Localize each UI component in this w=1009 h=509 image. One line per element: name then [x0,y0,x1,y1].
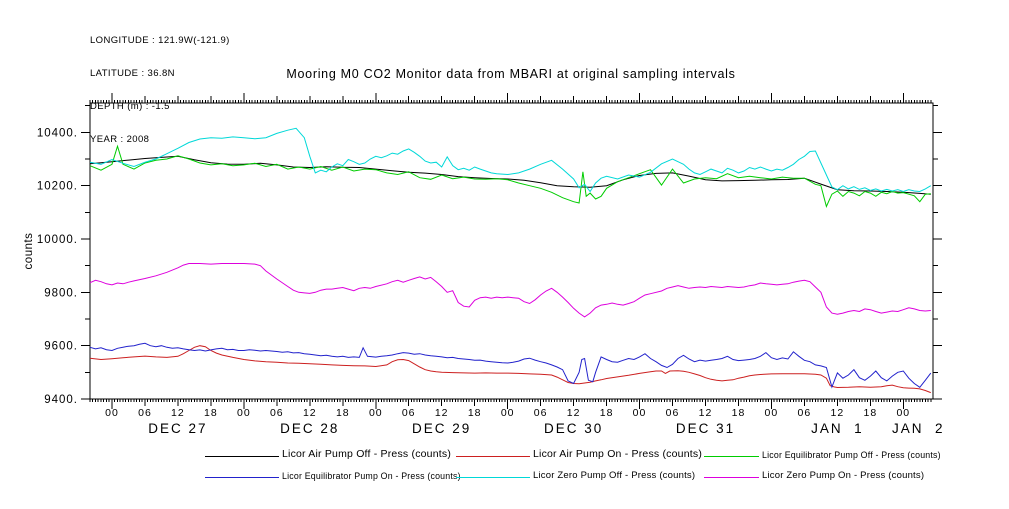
plot-frame [89,102,934,400]
x-hour-label: 06 [534,407,548,419]
x-hour-label: 06 [666,407,680,419]
x-date-label: DEC 31 [676,421,735,436]
x-date-label: DEC 29 [412,421,471,436]
legend-label-equilibrator-pump-off: Licor Equilibrator Pump Off - Press (cou… [762,450,941,460]
x-hour-label: 00 [896,407,910,419]
x-date-label: JAN 1 [811,421,864,436]
x-axis-ticks [89,93,932,409]
x-hour-label: 12 [567,407,581,419]
series-line-equil_on [89,342,932,389]
metadata-depth: DEPTH (m) : -1.5 [90,101,170,112]
x-hour-label: 12 [171,407,185,419]
metadata-longitude: LONGITUDE : 121.9W(-121.9) [90,35,230,46]
series-line-air_on [89,345,931,394]
x-date-label: DEC 28 [280,421,339,436]
legend-line-air-pump-on [456,456,530,457]
metadata-block: LONGITUDE : 121.9W(-121.9) LATITUDE : 36… [90,13,230,156]
x-hour-label: 06 [402,407,416,419]
x-hour-label: 00 [501,407,515,419]
chart-title: Mooring M0 CO2 Monitor data from MBARI a… [286,67,736,81]
series-line-zero_off [89,127,932,193]
x-hour-label: 12 [831,407,845,419]
x-hour-label: 00 [633,407,647,419]
x-hour-label: 00 [105,407,119,419]
metadata-year: YEAR : 2008 [90,134,150,145]
x-hour-label: 00 [237,407,251,419]
x-hour-label: 06 [798,407,812,419]
legend-label-air-pump-on: Licor Air Pump On - Press (counts) [533,448,703,460]
y-tick-label: 10400. [37,127,78,139]
x-hour-label: 18 [600,407,614,419]
x-hour-label: 18 [732,407,746,419]
y-tick-label: 10200. [37,181,78,193]
x-hour-label: 06 [138,407,152,419]
legend-line-zero-pump-off [456,477,530,478]
series-line-zero_on [89,263,931,318]
x-hour-label: 18 [468,407,482,419]
y-tick-label: 10000. [37,234,78,246]
x-date-label: JAN 2 [892,421,945,436]
legend-line-air-pump-off [205,456,279,457]
y-tick-label: 9400. [44,394,78,406]
legend-label-equilibrator-pump-on: Licor Equilibrator Pump On - Press (coun… [282,471,461,481]
y-tick-label: 9800. [44,287,78,299]
legend-line-equilibrator-pump-off [704,456,759,457]
series-line-air_off [89,155,931,195]
y-axis-label: counts [23,233,35,270]
legend-label-zero-pump-off: Licor Zero Pump Off - Press (counts) [533,470,696,481]
x-hour-label: 18 [864,407,878,419]
x-hour-label: 12 [699,407,713,419]
series-line-equil_off [89,144,931,208]
legend-label-air-pump-off: Licor Air Pump Off - Press (counts) [282,448,452,460]
legend-line-equilibrator-pump-on [205,477,279,478]
x-date-label: DEC 30 [544,421,603,436]
x-hour-label: 06 [270,407,284,419]
x-hour-label: 00 [369,407,383,419]
legend-line-zero-pump-on [704,477,759,478]
x-date-label: DEC 27 [148,421,207,436]
legend-label-zero-pump-on: Licor Zero Pump On - Press (counts) [762,470,925,481]
y-axis-ticks [81,105,942,400]
y-tick-label: 9600. [44,341,78,353]
x-hour-label: 00 [765,407,779,419]
metadata-latitude: LATITUDE : 36.8N [90,68,175,79]
x-hour-label: 18 [336,407,350,419]
x-hour-label: 12 [303,407,317,419]
x-hour-label: 18 [204,407,218,419]
x-hour-label: 12 [435,407,449,419]
